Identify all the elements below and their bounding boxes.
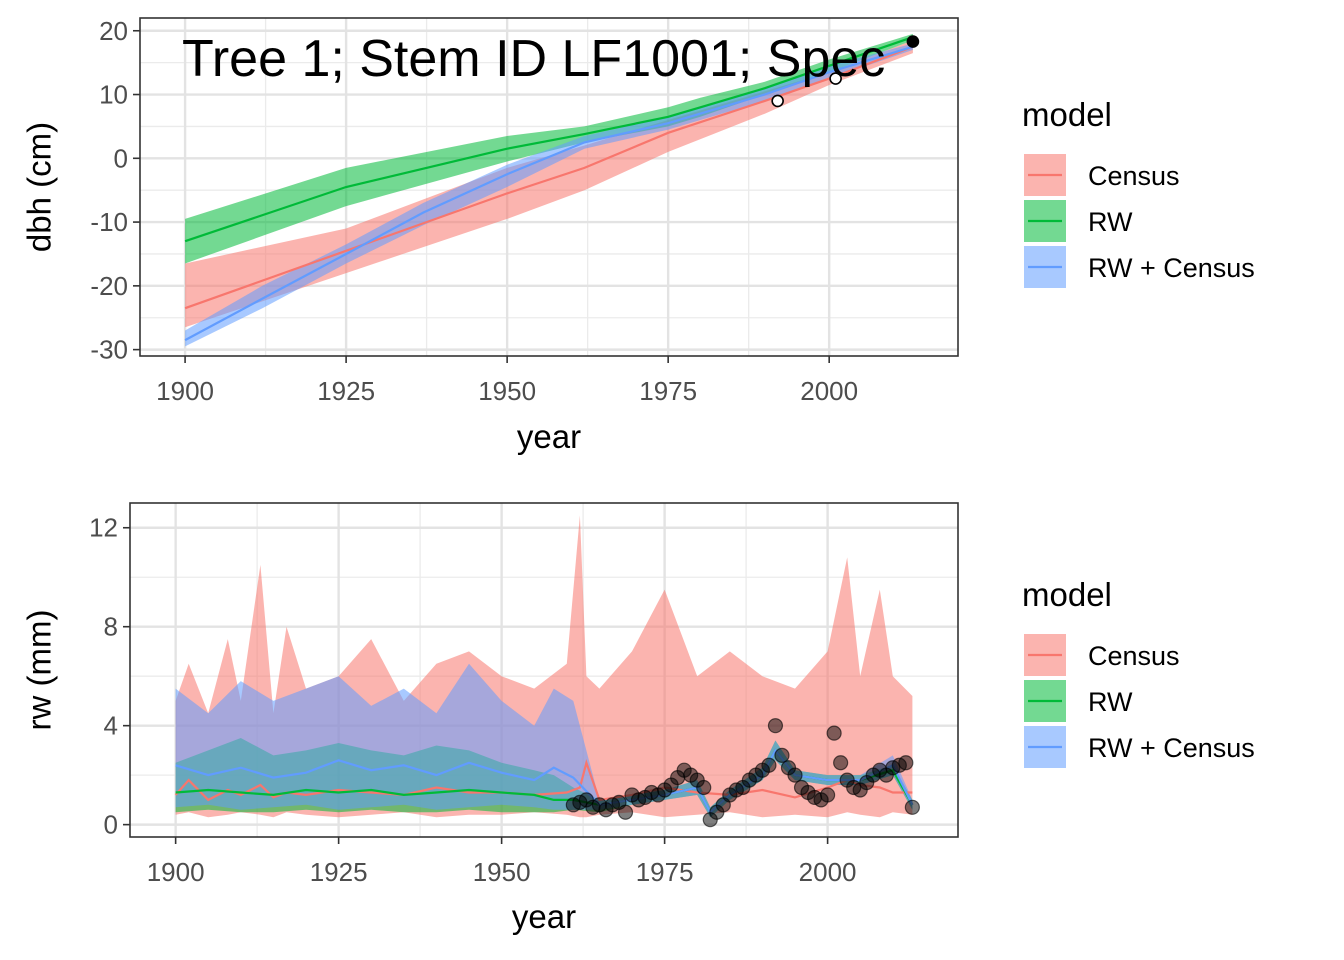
legend-dbh: model Census RW RW + Census [1022, 96, 1255, 288]
legend-label-census: Census [1088, 641, 1180, 671]
x-tick-label: 1925 [310, 857, 368, 887]
line-rw-census [184, 45, 914, 342]
x-tick-label: 1975 [636, 857, 694, 887]
y-axis-title: dbh (cm) [21, 122, 58, 252]
rw-point [826, 725, 842, 741]
y-tick-label: 0 [114, 143, 128, 173]
line-census [184, 45, 914, 310]
rw-point [820, 787, 836, 803]
x-tick-label: 1950 [473, 857, 531, 887]
rw-point [696, 779, 712, 796]
x-axis-title: year [512, 898, 576, 935]
dbh-panel: 1900 1925 1950 1975 2000 -30 -20 -10 0 10 20 year db… [21, 16, 959, 455]
plot-border [139, 17, 959, 357]
axis-ticks: 1900 1925 1950 1975 2000 0 4 8 12 [89, 513, 856, 887]
y-tick-label: -20 [90, 271, 128, 301]
plot-title: Tree 1; Stem ID LF1001; Spec [182, 30, 885, 88]
plot-border [129, 502, 959, 838]
rw-panel: 1900 1925 1950 1975 2000 0 4 8 12 year rw (mm) [21, 502, 959, 935]
legend-label-rw-census: RW + Census [1088, 253, 1255, 283]
data-layer [174, 515, 920, 828]
y-tick-label: 20 [99, 16, 128, 46]
y-tick-label: 12 [89, 513, 118, 543]
legend-label-rw: RW [1088, 687, 1133, 717]
y-tick-label: -10 [90, 207, 128, 237]
x-tick-label: 1950 [478, 376, 536, 406]
legend-label-rw-census: RW + Census [1088, 733, 1255, 763]
x-tick-label: 2000 [799, 857, 857, 887]
y-tick-label: 10 [99, 80, 128, 110]
y-tick-label: -30 [90, 335, 128, 365]
data-layer [184, 33, 920, 347]
rw-point [617, 804, 634, 820]
ribbon-rw [185, 33, 913, 264]
y-tick-label: 0 [104, 810, 118, 840]
rw-point [761, 757, 777, 773]
rw-point [904, 799, 920, 815]
x-tick-label: 1900 [156, 376, 214, 406]
legend-label-census: Census [1088, 161, 1180, 191]
census-point [829, 72, 842, 85]
legend-title: model [1022, 96, 1112, 133]
y-axis-title: rw (mm) [21, 610, 58, 731]
x-tick-label: 2000 [800, 376, 858, 406]
rw-point [767, 718, 784, 734]
axis-ticks: 1900 1925 1950 1975 2000 -30 -20 -10 0 10 20 [90, 16, 858, 406]
y-tick-label: 4 [104, 711, 118, 741]
census-point [771, 94, 784, 108]
x-tick-label: 1975 [639, 376, 697, 406]
rw-point [774, 747, 790, 763]
ribbon-rw-census [175, 663, 913, 818]
line-census [174, 759, 913, 802]
line-rw [184, 36, 914, 243]
x-tick-label: 1925 [317, 376, 375, 406]
x-tick-label: 1900 [147, 857, 205, 887]
rw-point [833, 755, 849, 771]
legend-label-rw: RW [1088, 207, 1133, 237]
rw-point [787, 767, 803, 783]
x-axis-title: year [517, 418, 581, 455]
census-point [906, 35, 920, 48]
legend-title: model [1022, 576, 1112, 613]
legend-rw: model Census RW RW + Census [1022, 576, 1255, 768]
y-tick-label: 8 [104, 612, 118, 642]
rw-point [898, 755, 914, 771]
